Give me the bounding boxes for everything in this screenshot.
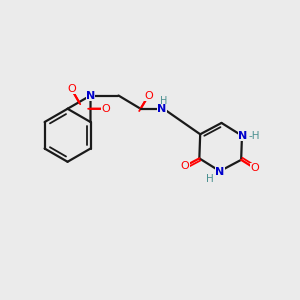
Text: N: N	[215, 167, 224, 177]
Text: -H: -H	[249, 131, 260, 141]
Text: N: N	[238, 131, 248, 141]
Text: H: H	[160, 95, 167, 106]
Text: O: O	[67, 84, 76, 94]
Text: O: O	[181, 161, 189, 171]
Text: H: H	[206, 174, 213, 184]
Text: N: N	[86, 91, 95, 100]
Text: N: N	[158, 104, 167, 114]
Text: O: O	[144, 91, 153, 100]
Text: O: O	[250, 164, 259, 173]
Text: O: O	[101, 104, 110, 114]
